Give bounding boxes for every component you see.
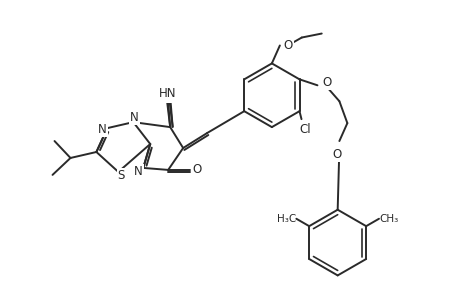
Text: CH₃: CH₃: [378, 214, 397, 224]
Text: S: S: [118, 169, 125, 182]
Text: H₃C: H₃C: [276, 214, 296, 224]
Text: O: O: [192, 164, 202, 176]
Text: HN: HN: [159, 89, 177, 102]
Text: O: O: [283, 39, 292, 52]
Text: HN: HN: [158, 87, 175, 100]
Text: N: N: [129, 111, 138, 124]
Text: O: O: [332, 148, 341, 161]
Text: Cl: Cl: [299, 123, 311, 136]
Text: O: O: [322, 76, 331, 89]
Text: N: N: [134, 165, 142, 178]
Text: N: N: [98, 123, 106, 136]
